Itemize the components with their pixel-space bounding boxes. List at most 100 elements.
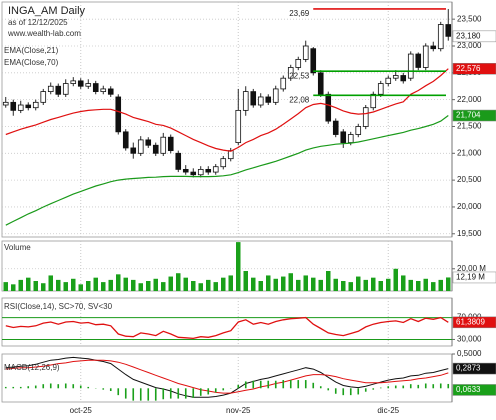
histogram-bar <box>34 385 37 389</box>
histogram-bar <box>42 384 45 389</box>
histogram-bar <box>447 383 450 389</box>
candle-body <box>295 59 302 68</box>
histogram-bar <box>364 388 367 392</box>
candle-body <box>175 152 182 170</box>
histogram-bar <box>117 388 120 396</box>
y-tick-label: 21,000 <box>457 148 482 157</box>
candle-body <box>62 83 69 95</box>
candle-body <box>437 24 444 50</box>
volume-bar <box>401 275 406 291</box>
candle-body <box>92 83 99 93</box>
candle-body <box>145 139 152 146</box>
candle-body <box>377 83 384 95</box>
volume-bar <box>356 276 361 291</box>
candle-body <box>40 91 47 103</box>
candle-body <box>272 88 279 103</box>
histogram-bar <box>199 388 202 396</box>
volume-bar <box>138 283 143 291</box>
volume-bar <box>251 277 256 291</box>
volume-bar <box>93 277 98 291</box>
histogram-bar <box>342 388 345 396</box>
volume-bar <box>281 276 286 291</box>
histogram-bar <box>102 388 105 390</box>
candle-body <box>280 77 287 90</box>
candle-body <box>122 131 129 149</box>
histogram-bar <box>387 386 390 389</box>
histogram-bar <box>154 388 157 401</box>
chart-title: INGA_AM Daily <box>8 5 86 17</box>
candle-body <box>77 80 84 87</box>
y-tick-label: 20,00 M <box>457 264 486 273</box>
candle-body <box>17 104 24 111</box>
y-tick-label: 21,500 <box>457 122 482 131</box>
volume-bar <box>63 282 68 291</box>
last-value-box <box>452 30 496 43</box>
last-value-label: 22,576 <box>456 64 481 73</box>
histogram-bar <box>222 388 225 391</box>
candle-body <box>70 80 77 84</box>
histogram-bar <box>439 383 442 389</box>
volume-bar <box>198 283 203 291</box>
histogram-bar <box>192 388 195 398</box>
candle-body <box>287 67 294 79</box>
candle-body <box>422 45 429 68</box>
level-label: 22,53 <box>289 71 310 80</box>
last-value-label: 0,0633 <box>456 385 481 394</box>
histogram-bar <box>432 384 435 389</box>
last-value-box <box>452 271 496 284</box>
volume-bar <box>11 284 16 291</box>
candle-body <box>197 168 204 176</box>
candle-body <box>430 45 437 50</box>
histogram-bar <box>207 388 210 395</box>
candle-body <box>167 136 174 152</box>
volume-bar <box>333 278 338 291</box>
histogram-bar <box>169 388 172 399</box>
histogram-bar <box>417 384 420 389</box>
histogram-bar <box>147 388 150 401</box>
candle-body <box>182 168 189 173</box>
candle-body <box>107 88 114 95</box>
histogram-bar <box>139 388 142 401</box>
y-tick-label: 23,000 <box>457 41 482 50</box>
histogram-bar <box>87 386 90 389</box>
last-value-box <box>452 62 496 75</box>
histogram-bar <box>27 386 30 389</box>
candle-body <box>392 75 399 79</box>
candle-body <box>415 53 422 68</box>
as-of-date: as of 12/12/2025 <box>8 18 68 27</box>
y-tick-label: 20,000 <box>457 202 482 211</box>
last-value-label: 21,704 <box>456 111 481 120</box>
volume-bar <box>153 278 158 291</box>
histogram-bar <box>372 388 375 390</box>
candle-body <box>370 93 377 109</box>
y-tick-label: 20,500 <box>457 175 482 184</box>
histogram-bar <box>57 384 60 389</box>
histogram-bar <box>424 383 427 389</box>
x-tick-label: oct-25 <box>70 406 93 415</box>
volume-bar <box>206 279 211 291</box>
volume-bar <box>18 279 23 291</box>
volume-bar <box>326 271 331 291</box>
candle-body <box>55 85 62 95</box>
candle-body <box>2 101 9 106</box>
candle-body <box>400 75 407 82</box>
histogram-bar <box>132 388 135 401</box>
y-tick-label: 23,500 <box>457 14 482 23</box>
candle-body <box>362 107 369 127</box>
volume-bar <box>71 278 76 291</box>
histogram-bar <box>244 381 247 389</box>
volume-bar <box>78 284 83 291</box>
candle-body <box>130 147 137 154</box>
volume-bar <box>341 281 346 291</box>
histogram-bar <box>259 380 262 389</box>
histogram-bar <box>109 388 112 392</box>
volume-bar <box>221 277 226 291</box>
panel-title: Volume <box>4 243 31 252</box>
x-tick-label: nov-25 <box>226 406 251 415</box>
y-tick-label: 22,000 <box>457 95 482 104</box>
ema-line <box>5 115 449 226</box>
last-value-label: 23,180 <box>456 31 481 40</box>
histogram-bar <box>72 384 75 389</box>
ema-line <box>5 68 449 152</box>
panel-title: RSI(Close,14), SC>70, SV<30 <box>4 302 113 311</box>
